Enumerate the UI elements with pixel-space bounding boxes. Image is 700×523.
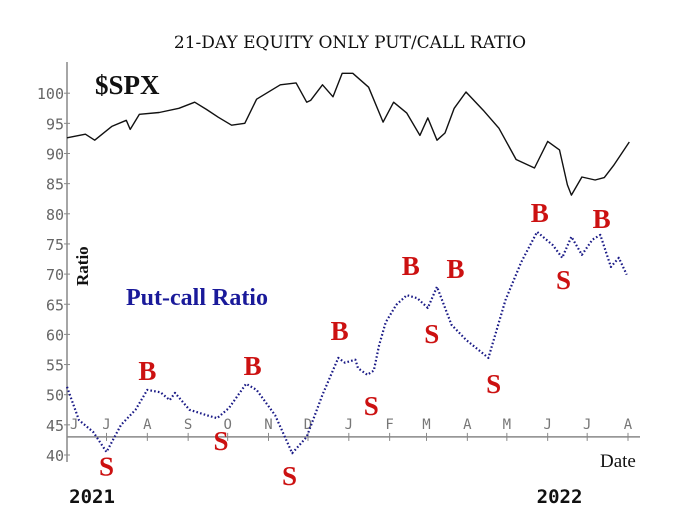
y-tick-label: 50 bbox=[46, 387, 64, 405]
x-tick-label: D bbox=[304, 417, 312, 433]
y-tick-label: 75 bbox=[46, 236, 64, 254]
x-tick-label: F bbox=[385, 417, 393, 433]
buy-signal-label: B bbox=[331, 316, 349, 346]
x-tick-label: A bbox=[624, 417, 633, 433]
buy-signal-label: B bbox=[244, 351, 262, 381]
put-call-label: Put-call Ratio bbox=[126, 285, 268, 311]
y-axis-label: Ratio bbox=[73, 246, 92, 286]
x-tick-label: M bbox=[503, 417, 511, 433]
sell-signal-label: S bbox=[99, 451, 114, 481]
x-tick-label: S bbox=[184, 417, 192, 433]
x-tick-label: N bbox=[264, 417, 272, 433]
y-tick-label: 95 bbox=[46, 115, 64, 133]
y-tick-label: 85 bbox=[46, 176, 64, 194]
x-tick-label: J bbox=[345, 417, 353, 433]
x-tick-label: A bbox=[143, 417, 152, 433]
y-tick-label: 45 bbox=[46, 417, 64, 435]
y-tick-label: 65 bbox=[46, 296, 64, 314]
y-tick-label: 40 bbox=[46, 447, 64, 465]
y-tick-label: 90 bbox=[46, 146, 64, 164]
sell-signal-label: S bbox=[214, 426, 229, 456]
x-tick-label: J bbox=[583, 417, 591, 433]
sell-signal-label: S bbox=[486, 369, 501, 399]
x-tick-label: M bbox=[422, 417, 430, 433]
sell-signal-label: S bbox=[364, 391, 379, 421]
x-tick-label: J bbox=[543, 417, 551, 433]
sell-signal-label: S bbox=[282, 461, 297, 491]
y-tick-label: 100 bbox=[37, 85, 64, 103]
year-label: 2021 bbox=[69, 486, 115, 508]
y-tick-label: 55 bbox=[46, 357, 64, 375]
sell-signal-label: S bbox=[556, 265, 571, 295]
buy-signal-label: B bbox=[402, 251, 420, 281]
x-axis-label: Date bbox=[600, 451, 636, 472]
buy-signal-label: B bbox=[138, 356, 156, 386]
spx-label: $SPX bbox=[95, 70, 160, 100]
put-call-ratio-line bbox=[65, 230, 628, 455]
x-tick-label: O bbox=[223, 417, 231, 433]
y-tick-label: 80 bbox=[46, 206, 64, 224]
year-label: 2022 bbox=[537, 486, 583, 508]
buy-signal-label: B bbox=[446, 254, 464, 284]
x-tick-label: J bbox=[70, 417, 78, 433]
buy-signal-label: B bbox=[593, 204, 611, 234]
x-tick-label: A bbox=[463, 417, 472, 433]
buy-signal-label: B bbox=[531, 198, 549, 228]
y-tick-label: 70 bbox=[46, 266, 64, 284]
sell-signal-label: S bbox=[424, 319, 439, 349]
y-tick-label: 60 bbox=[46, 326, 64, 344]
x-tick-label: J bbox=[102, 417, 110, 433]
spx-line bbox=[66, 72, 630, 196]
chart-title: 21-DAY EQUITY ONLY PUT/CALL RATIO bbox=[174, 33, 526, 53]
